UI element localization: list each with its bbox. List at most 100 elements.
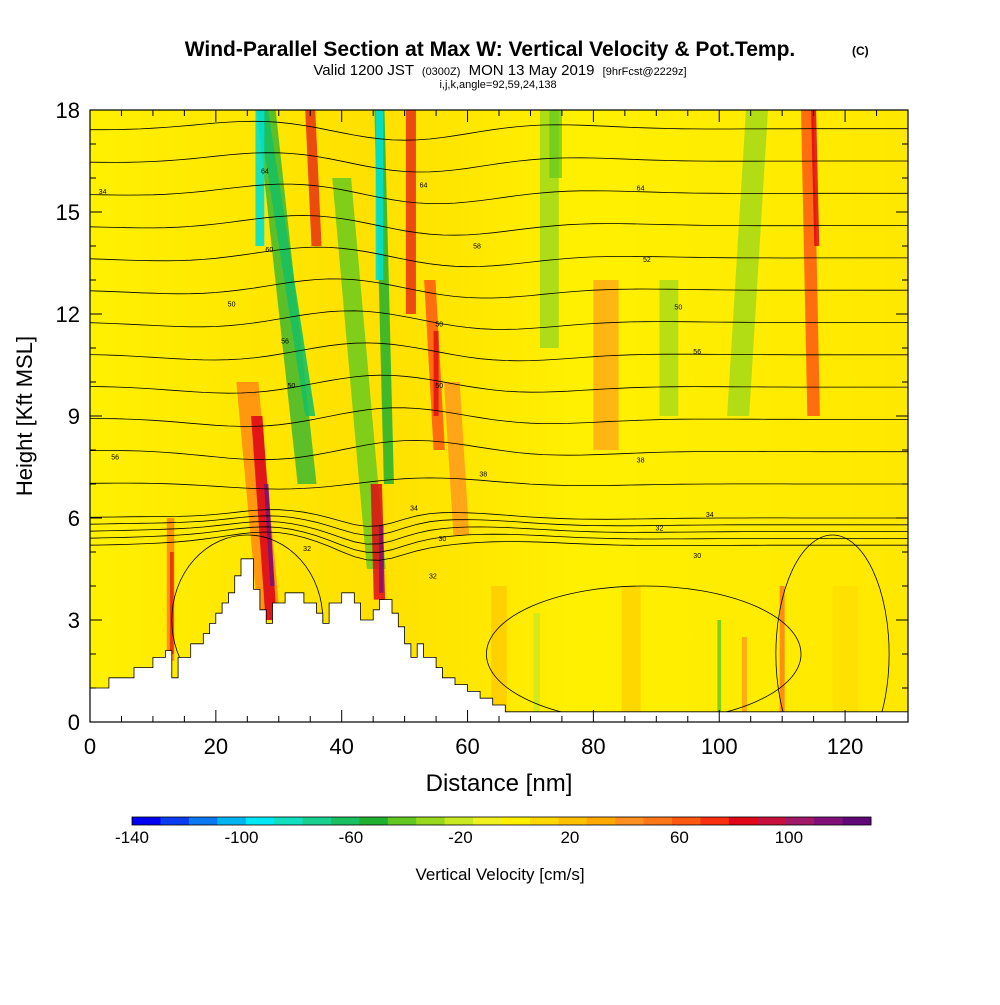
velocity-band <box>443 382 470 535</box>
x-tick-label: 40 <box>329 734 353 759</box>
y-axis: 0 3 6 9 12 15 18 <box>56 98 908 735</box>
theta-contour-label: 56 <box>693 349 701 356</box>
colorbar-swatch <box>359 817 389 825</box>
theta-label-text: 30 <box>438 536 446 543</box>
velocity-band <box>741 637 747 712</box>
colorbar-swatch <box>700 817 730 825</box>
x-tick-label: 100 <box>701 734 738 759</box>
potential-temperature-contours <box>90 120 908 722</box>
y-tick-label: 15 <box>56 200 80 225</box>
theta-label-text: 56 <box>693 349 701 356</box>
chart-subtitle: Valid 1200 JST (0300Z) MON 13 May 2019 [… <box>313 62 686 79</box>
theta-label-text: 38 <box>479 471 487 478</box>
theta-contour <box>90 246 908 268</box>
theta-contour-label: 32 <box>429 573 437 580</box>
theta-label-text: 32 <box>656 526 664 533</box>
x-axis: 0 20 40 60 80 100 120 <box>84 110 909 759</box>
velocity-band <box>621 586 641 712</box>
theta-label-text: 38 <box>637 458 645 465</box>
colorbar-swatch <box>615 817 645 825</box>
subtitle-valid: Valid 1200 JST <box>313 62 413 79</box>
colorbar-swatch <box>672 817 701 825</box>
colorbar-swatch <box>501 817 531 825</box>
velocity-band <box>332 178 386 569</box>
y-tick-label: 3 <box>68 608 80 633</box>
colorbar-swatch <box>728 817 758 825</box>
theta-contour-label: 50 <box>674 305 682 312</box>
theta-label-text: 56 <box>281 339 289 346</box>
velocity-band <box>255 110 265 246</box>
theta-contour <box>90 120 908 141</box>
theta-contour-label: 30 <box>438 536 446 543</box>
chart-title: Wind-Parallel Section at Max W: Vertical… <box>185 38 796 61</box>
colorbar-swatch <box>160 817 190 825</box>
theta-label-text: 58 <box>473 244 481 251</box>
theta-contour-label: 32 <box>656 526 664 533</box>
theta-contour-closed <box>775 534 890 722</box>
colorbar <box>131 816 872 826</box>
velocity-band <box>659 280 679 416</box>
theta-contour-label: 64 <box>420 182 428 189</box>
colorbar-tick-label: -140 <box>115 828 149 847</box>
colorbar-swatch <box>558 817 588 825</box>
colorbar-tick-labels: -140 -100 -60 -20 20 60 100 <box>115 828 803 847</box>
theta-contour <box>90 509 908 527</box>
velocity-band <box>375 110 384 280</box>
x-tick-label: 120 <box>827 734 864 759</box>
theta-contour-label: 30 <box>693 553 701 560</box>
theta-label-text: 34 <box>99 189 107 196</box>
colorbar-swatch <box>643 817 673 825</box>
colorbar-tick-label: 100 <box>775 828 803 847</box>
subtitle-forecast: [9hrFcst@2229z] <box>603 66 687 78</box>
velocity-band <box>305 110 322 246</box>
theta-contour <box>90 310 908 330</box>
velocity-band <box>379 524 384 593</box>
colorbar-tick-label: 20 <box>560 828 579 847</box>
theta-contour-label: 34 <box>99 189 107 196</box>
plot-area: 34 64 64 64 60 58 52 50 50 50 56 56 50 50 56 38 38 34 34 30… <box>90 110 908 722</box>
velocity-band <box>433 331 439 416</box>
theta-contour <box>90 526 908 553</box>
theta-contour-label: 56 <box>111 454 119 461</box>
theta-contour-label: 60 <box>265 247 273 254</box>
y-tick-label: 18 <box>56 98 80 123</box>
theta-contour-label: 34 <box>410 505 418 512</box>
theta-label-text: 32 <box>429 573 437 580</box>
theta-contour-label: 50 <box>435 322 443 329</box>
colorbar-swatch <box>188 817 218 825</box>
theta-label-text: 30 <box>693 553 701 560</box>
colorbar-swatch <box>473 817 502 825</box>
theta-contour <box>90 183 908 204</box>
theta-contour-label: 64 <box>637 186 645 193</box>
theta-contour <box>90 374 908 394</box>
theta-label-text: 50 <box>287 383 295 390</box>
velocity-band <box>169 552 174 654</box>
colorbar-swatch <box>842 817 872 825</box>
colorbar-label: Vertical Velocity [cm/s] <box>415 865 584 884</box>
theta-contour-label: 38 <box>479 471 487 478</box>
theta-label-text: 64 <box>637 186 645 193</box>
theta-label-text: 52 <box>643 257 651 264</box>
velocity-band <box>549 110 562 178</box>
theta-label-text: 34 <box>410 505 418 512</box>
contour-labels: 34 64 64 64 60 58 52 50 50 50 56 56 50 50 56 38 38 34 34 30… <box>99 169 714 581</box>
theta-label-text: 50 <box>228 301 236 308</box>
theta-contour <box>90 477 908 490</box>
colorbar-tick-label: 60 <box>670 828 689 847</box>
theta-contour-label: 50 <box>287 383 295 390</box>
theta-contour-label: 58 <box>473 244 481 251</box>
theta-contour <box>90 407 908 427</box>
title-mark: (C) <box>852 44 869 58</box>
theta-contour <box>90 215 908 236</box>
theta-label-text: 34 <box>706 512 714 519</box>
velocity-band <box>491 586 507 712</box>
velocity-band <box>779 586 785 712</box>
x-tick-label: 60 <box>455 734 479 759</box>
colorbar-swatch <box>416 817 446 825</box>
title-block: Wind-Parallel Section at Max W: Vertical… <box>185 38 869 91</box>
velocity-band <box>727 110 768 416</box>
x-tick-label: 80 <box>581 734 605 759</box>
theta-label-text: 64 <box>420 182 428 189</box>
